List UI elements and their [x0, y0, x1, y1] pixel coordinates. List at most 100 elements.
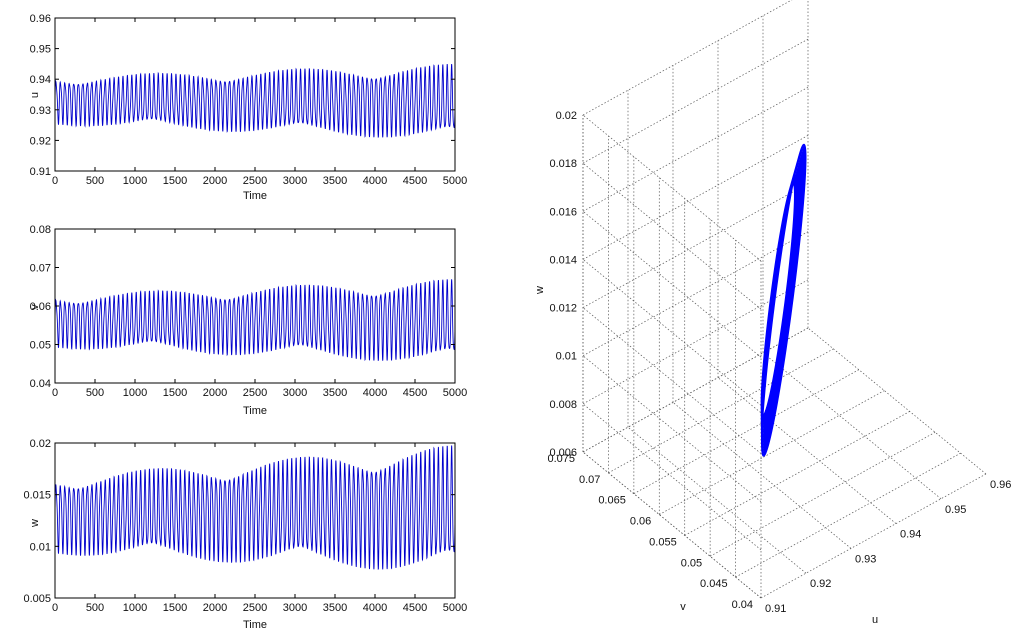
y-tick-label: 0.04 — [732, 599, 753, 611]
y-tick-label: 0.93 — [30, 105, 51, 117]
x-tick-label: 4500 — [403, 175, 427, 187]
x-tick-label: 5000 — [443, 602, 467, 614]
z-tick-label: 0.018 — [549, 158, 577, 170]
wall-grid-line — [582, 38, 809, 164]
x-tick-label: 2500 — [243, 387, 267, 399]
z-tick-label: 0.008 — [549, 399, 577, 411]
wall-grid-line — [582, 231, 809, 357]
x-tick-label: 0.94 — [900, 529, 921, 541]
x-tick-label: 2500 — [243, 602, 267, 614]
z-tick-label: 0.02 — [556, 110, 577, 122]
y-tick-label: 0.07 — [579, 474, 600, 486]
x-tick-label: 1500 — [163, 175, 187, 187]
phase-orbit-band — [760, 143, 807, 457]
x-tick-label: 4000 — [363, 175, 387, 187]
u-time-xlabel: Time — [243, 190, 267, 202]
x-tick-label: 0 — [52, 602, 58, 614]
y-tick-label: 0.02 — [30, 438, 51, 450]
u-time-ylabel: u — [29, 92, 41, 98]
x-tick-label: 3500 — [323, 175, 347, 187]
z-tick-label: 0.01 — [556, 351, 577, 363]
y-tick-label: 0.91 — [30, 166, 51, 178]
y-tick-label: 0.075 — [547, 453, 575, 465]
x-tick-label: 0 — [52, 387, 58, 399]
x-tick-label: 0 — [52, 175, 58, 187]
z-tick-label: 0.006 — [549, 447, 577, 459]
x-tick-label: 4500 — [403, 602, 427, 614]
floor-grid-line — [709, 431, 936, 557]
series-w-line — [54, 445, 456, 570]
x-tick-label: 1000 — [123, 602, 147, 614]
z-tick-label: 0.014 — [549, 254, 577, 266]
x-tick-label: 1500 — [163, 602, 187, 614]
wall-grid-line — [582, 0, 793, 116]
x-tick-label: 1500 — [163, 387, 187, 399]
y-tick-label: 0.06 — [630, 516, 651, 528]
floor-grid-line — [684, 411, 910, 536]
phase-ylabel: v — [680, 601, 686, 613]
x-tick-label: 0.92 — [810, 578, 831, 590]
y-tick-label: 0.96 — [30, 13, 51, 25]
x-tick-label: 0.93 — [855, 553, 876, 565]
y-tick-label: 0.95 — [30, 44, 51, 56]
wall-grid-line — [582, 135, 809, 260]
y-tick-label: 0.04 — [30, 378, 51, 390]
x-tick-label: 5000 — [443, 175, 467, 187]
wall-grid-line — [582, 259, 762, 406]
floor-grid-line — [659, 390, 885, 515]
y-tick-label: 0.055 — [649, 536, 677, 548]
x-tick-label: 4500 — [403, 387, 427, 399]
floor-grid-line — [735, 452, 961, 578]
x-tick-label: 4000 — [363, 387, 387, 399]
x-tick-label: 0.96 — [990, 479, 1011, 491]
x-tick-label: 3500 — [323, 602, 347, 614]
y-tick-label: 0.05 — [30, 340, 51, 352]
floor-grid-line — [627, 426, 807, 574]
floor-grid-line — [760, 473, 987, 599]
x-tick-label: 2000 — [203, 602, 227, 614]
v-time-xlabel: Time — [243, 405, 267, 417]
w-time-panel: w Time 0 500 1000 1500 2000 2500 3000 3500 4000 4… — [23, 438, 467, 631]
y-tick-label: 0.08 — [30, 224, 51, 236]
y-tick-label: 0.005 — [23, 593, 51, 605]
y-tick-label: 0.07 — [30, 263, 51, 275]
wall-grid-line — [582, 86, 809, 212]
floor-grid-line — [807, 327, 987, 475]
wall-grid-line — [582, 183, 809, 308]
x-tick-label: 1000 — [123, 175, 147, 187]
y-tick-label: 0.015 — [23, 490, 51, 502]
w-time-xlabel: Time — [243, 619, 267, 631]
x-tick-label: 0.95 — [945, 504, 966, 516]
v-time-panel: v Time 0 500 1000 1500 2000 2500 3000 3500 4000 4… — [29, 224, 467, 417]
floor-grid-line — [633, 369, 860, 495]
wall-grid-line — [582, 114, 762, 262]
phase-3d-panel: w v u 0.006 0.008 0.01 0.012 0.014 0.016 0.018… — [534, 0, 1011, 626]
wall-grid-line — [582, 451, 762, 599]
y-tick-label: 0.94 — [30, 74, 51, 86]
x-tick-label: 5000 — [443, 387, 467, 399]
z-tick-label: 0.016 — [549, 206, 577, 218]
x-tick-label: 1000 — [123, 387, 147, 399]
y-tick-label: 0.045 — [700, 578, 728, 590]
x-tick-label: 0.91 — [765, 603, 786, 615]
x-tick-label: 500 — [86, 175, 104, 187]
wall-grid-line — [582, 307, 762, 454]
phase-xlabel: u — [872, 614, 878, 626]
floor-grid-line — [608, 348, 834, 474]
floor-grid-line — [762, 352, 942, 500]
floor-grid-line — [582, 451, 762, 599]
x-tick-label: 2000 — [203, 175, 227, 187]
wall-grid-line — [582, 327, 809, 453]
v-time-ylabel: v — [29, 304, 41, 310]
y-tick-label: 0.05 — [681, 557, 702, 569]
x-tick-label: 2500 — [243, 175, 267, 187]
x-tick-label: 500 — [86, 387, 104, 399]
x-tick-label: 3000 — [283, 602, 307, 614]
wall-grid-line — [582, 355, 762, 502]
u-time-panel: u Time 0 500 1000 1500 2000 2500 3000 3500 4000 4… — [29, 13, 467, 202]
w-time-ylabel: w — [29, 519, 41, 528]
z-tick-label: 0.012 — [549, 303, 577, 315]
series-v-line — [54, 279, 456, 362]
x-tick-label: 2000 — [203, 387, 227, 399]
